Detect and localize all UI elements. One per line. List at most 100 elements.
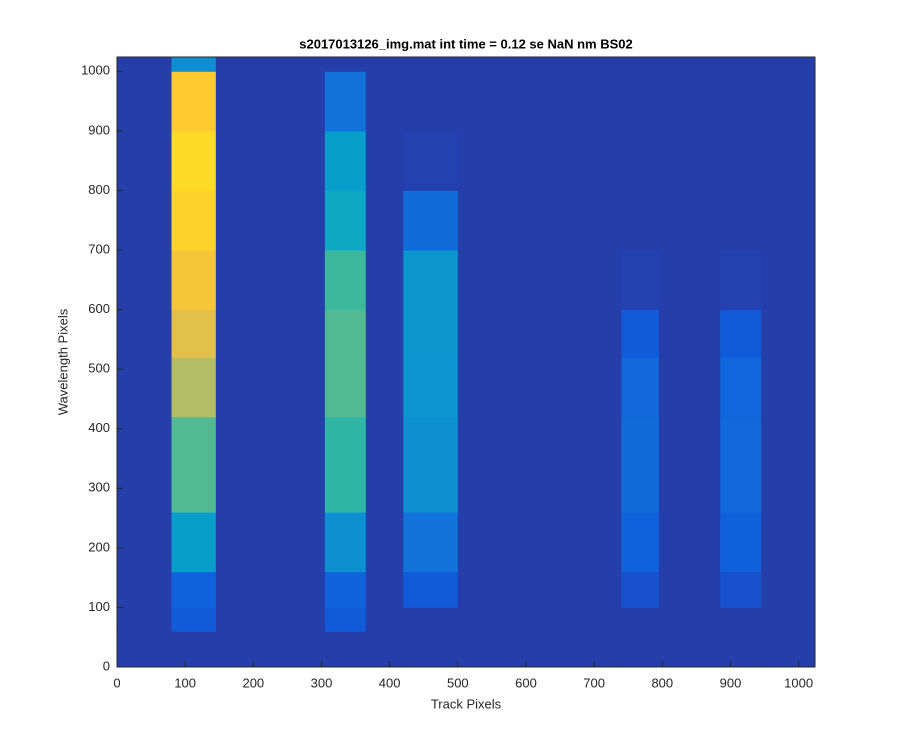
cell (621, 71, 660, 132)
cell (324, 130, 367, 191)
x-tick-label: 700 (583, 675, 605, 690)
cell (171, 57, 217, 72)
cell (117, 71, 173, 132)
cell (457, 357, 622, 418)
cell (117, 250, 173, 311)
axes-box (116, 56, 816, 668)
cell (117, 357, 173, 418)
y-tick-label: 300 (88, 480, 110, 495)
cell (117, 571, 173, 608)
cell (720, 57, 762, 72)
cell (117, 416, 173, 513)
y-tick-label: 900 (88, 122, 110, 137)
cell (761, 250, 816, 311)
cell (171, 250, 217, 311)
cell (658, 416, 721, 513)
cell (171, 607, 217, 632)
x-tick-label: 1000 (784, 675, 813, 690)
cell (761, 631, 816, 668)
cell (761, 57, 816, 72)
cell (324, 71, 367, 132)
cell (117, 512, 173, 573)
cell (621, 130, 660, 191)
cell (365, 130, 404, 191)
cell (457, 71, 622, 132)
cell (658, 309, 721, 358)
cell (621, 57, 660, 72)
cell (658, 190, 721, 251)
cell (324, 571, 367, 608)
cell (171, 71, 217, 132)
cell (365, 71, 404, 132)
cell (171, 190, 217, 251)
cell (365, 190, 404, 251)
cell (658, 571, 721, 608)
x-tick-label: 200 (242, 675, 264, 690)
cell (658, 512, 721, 573)
cell (365, 416, 404, 513)
cell (171, 631, 217, 668)
cell (365, 571, 404, 608)
cell (761, 190, 816, 251)
cell (403, 357, 459, 418)
cell (215, 607, 326, 632)
cell (403, 512, 459, 573)
y-axis-label: Wavelength Pixels (55, 308, 70, 415)
cell (720, 416, 762, 513)
cell (365, 250, 404, 311)
cell (215, 250, 326, 311)
cell (761, 357, 816, 418)
cell (324, 190, 367, 251)
x-tick-label: 500 (447, 675, 469, 690)
cell (457, 631, 622, 668)
cell (621, 416, 660, 513)
cell (171, 571, 217, 608)
y-tick-label: 400 (88, 420, 110, 435)
cell (621, 250, 660, 311)
cell (171, 130, 217, 191)
cell (621, 512, 660, 573)
cell (215, 631, 326, 668)
cell (215, 57, 326, 72)
cell (403, 309, 459, 358)
cell (761, 309, 816, 358)
cell (658, 607, 721, 632)
cell (171, 357, 217, 418)
cell (403, 607, 459, 632)
cell (761, 71, 816, 132)
cell (621, 607, 660, 632)
cell (621, 631, 660, 668)
cell (117, 190, 173, 251)
cell (621, 357, 660, 418)
cell (215, 71, 326, 132)
cell (457, 309, 622, 358)
cell (117, 309, 173, 358)
cell (324, 607, 367, 632)
x-tick-label: 0 (113, 675, 120, 690)
y-tick-label: 100 (88, 599, 110, 614)
cell (324, 512, 367, 573)
x-axis-label: Track Pixels (431, 696, 502, 711)
cell (215, 571, 326, 608)
cell (215, 357, 326, 418)
x-tick-label: 900 (720, 675, 742, 690)
cell (658, 357, 721, 418)
cell (761, 130, 816, 191)
cell (117, 631, 173, 668)
cell (761, 571, 816, 608)
x-tick-label: 100 (174, 675, 196, 690)
cell (457, 571, 622, 608)
cell (215, 190, 326, 251)
cell (720, 631, 762, 668)
cell (720, 71, 762, 132)
cell (365, 357, 404, 418)
cell (720, 190, 762, 251)
cell (171, 416, 217, 513)
x-tick-label: 400 (379, 675, 401, 690)
cell (720, 512, 762, 573)
cell (117, 57, 173, 72)
cell (658, 130, 721, 191)
cell (324, 631, 367, 668)
x-tick-label: 600 (515, 675, 537, 690)
